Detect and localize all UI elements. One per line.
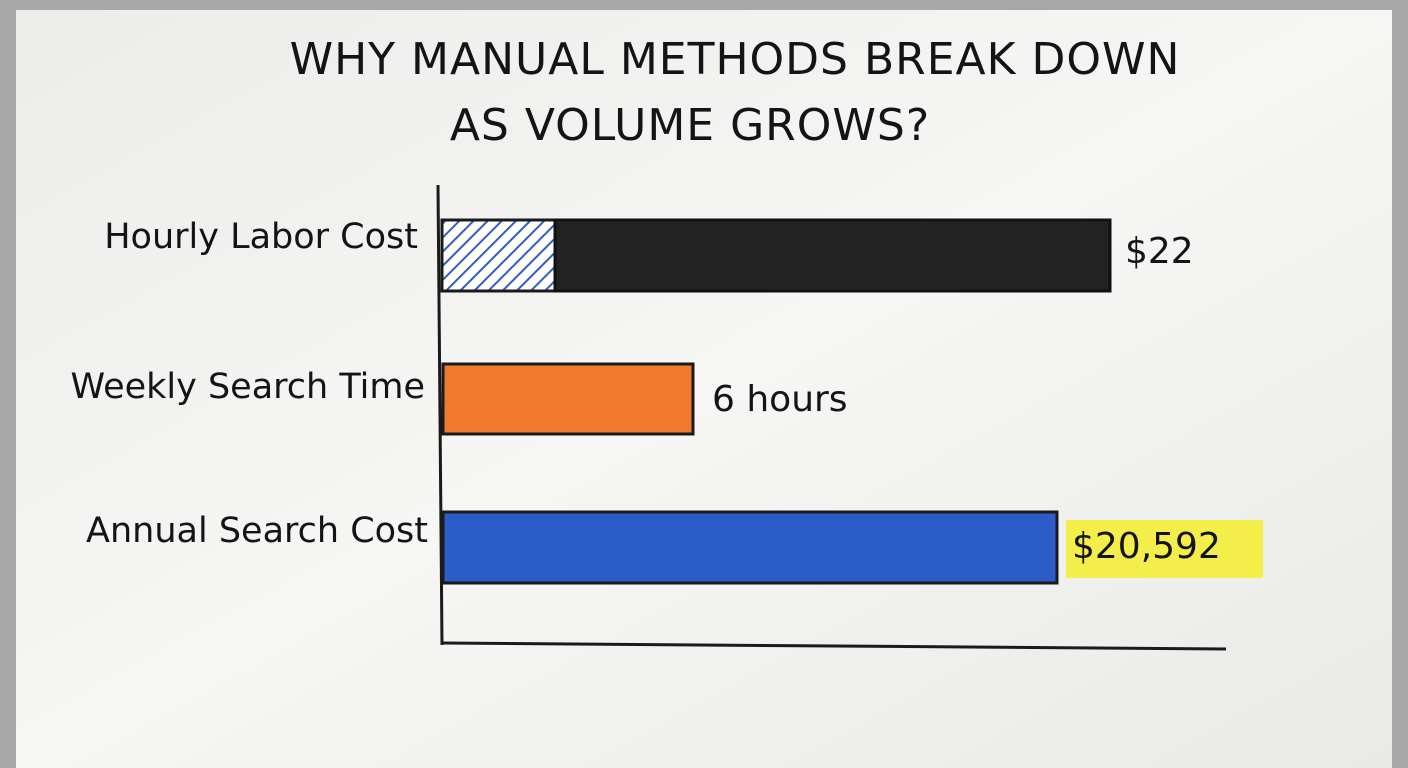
bar — [441, 362, 695, 436]
row-value: $20,592 — [1072, 526, 1221, 567]
row-label: Hourly Labor Cost — [104, 217, 418, 257]
row-label: Annual Search Cost — [86, 511, 428, 551]
row-value: $22 — [1125, 231, 1194, 272]
bar — [553, 218, 1112, 293]
x-axis — [441, 641, 1227, 651]
row-value: 6 hours — [712, 379, 848, 420]
highlight — [1066, 520, 1263, 578]
bar-hatched — [440, 218, 557, 293]
row-label: Weekly Search Time — [71, 367, 425, 407]
bar — [441, 510, 1059, 585]
title-line: WHY MANUAL METHODS BREAK DOWN — [290, 34, 1181, 85]
board-surface — [16, 10, 1392, 768]
title-line: AS VOLUME GROWS? — [450, 100, 930, 151]
y-axis — [436, 184, 444, 646]
